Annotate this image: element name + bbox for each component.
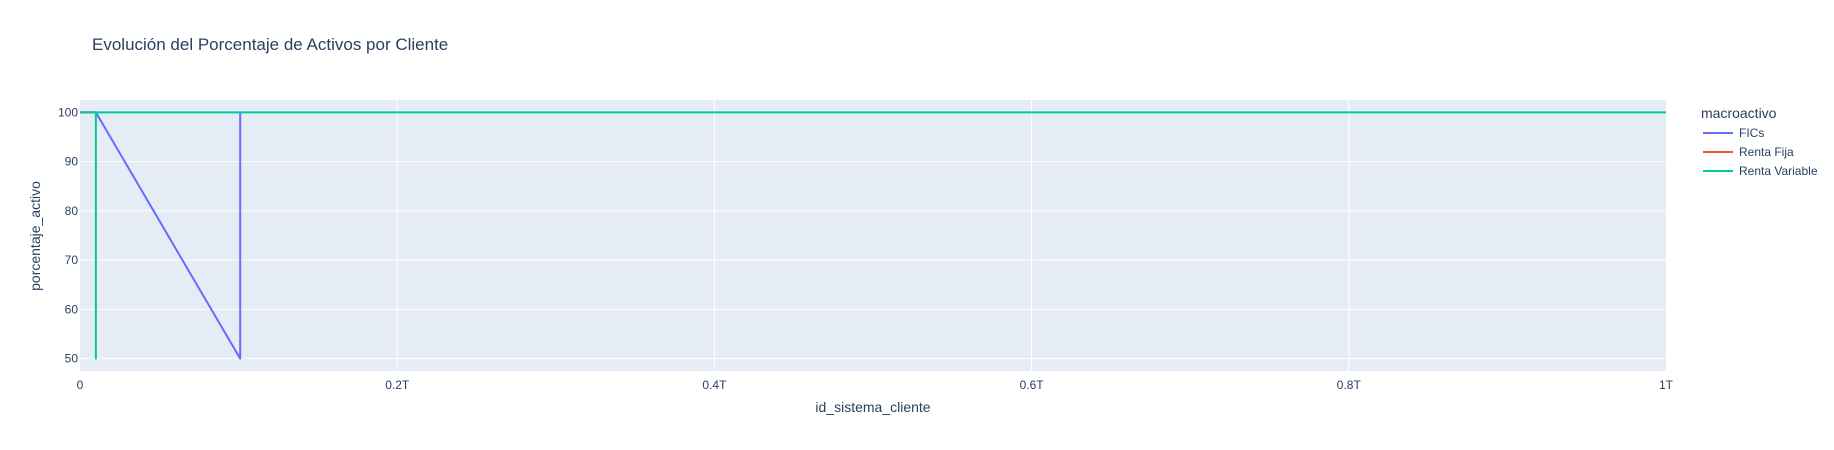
y-tick-label: 90 <box>65 155 79 169</box>
x-tick-label: 0.8T <box>1337 378 1362 392</box>
x-axis-title: id_sistema_cliente <box>815 399 930 415</box>
y-tick-label: 70 <box>65 253 79 267</box>
y-tick-label: 60 <box>65 302 79 316</box>
legend-title: macroactivo <box>1701 105 1777 121</box>
x-tick-label: 1T <box>1659 378 1674 392</box>
legend-label: Renta Fija <box>1739 145 1794 159</box>
y-tick-label: 50 <box>65 352 79 366</box>
y-axis-title: porcentaje_activo <box>27 181 43 291</box>
y-axis-ticks: 50 60 70 80 90 100 <box>58 105 78 365</box>
y-tick-label: 100 <box>58 105 78 119</box>
y-tick-label: 80 <box>65 204 79 218</box>
plot-area <box>80 100 1666 371</box>
x-tick-label: 0 <box>77 378 84 392</box>
legend: macroactivo FICs Renta Fija Renta Variable <box>1701 105 1818 178</box>
x-axis-ticks: 0 0.2T 0.4T 0.6T 0.8T 1T <box>77 378 1674 392</box>
x-tick-label: 0.4T <box>702 378 727 392</box>
series-line-renta-variable <box>80 111 1666 360</box>
series-lines <box>80 111 1666 360</box>
legend-label: FICs <box>1739 126 1764 140</box>
legend-items: FICs Renta Fija Renta Variable <box>1703 126 1818 178</box>
chart-title: Evolución del Porcentaje de Activos por … <box>92 35 448 54</box>
legend-label: Renta Variable <box>1739 164 1818 178</box>
x-tick-label: 0.2T <box>385 378 410 392</box>
x-tick-label: 0.6T <box>1020 378 1045 392</box>
